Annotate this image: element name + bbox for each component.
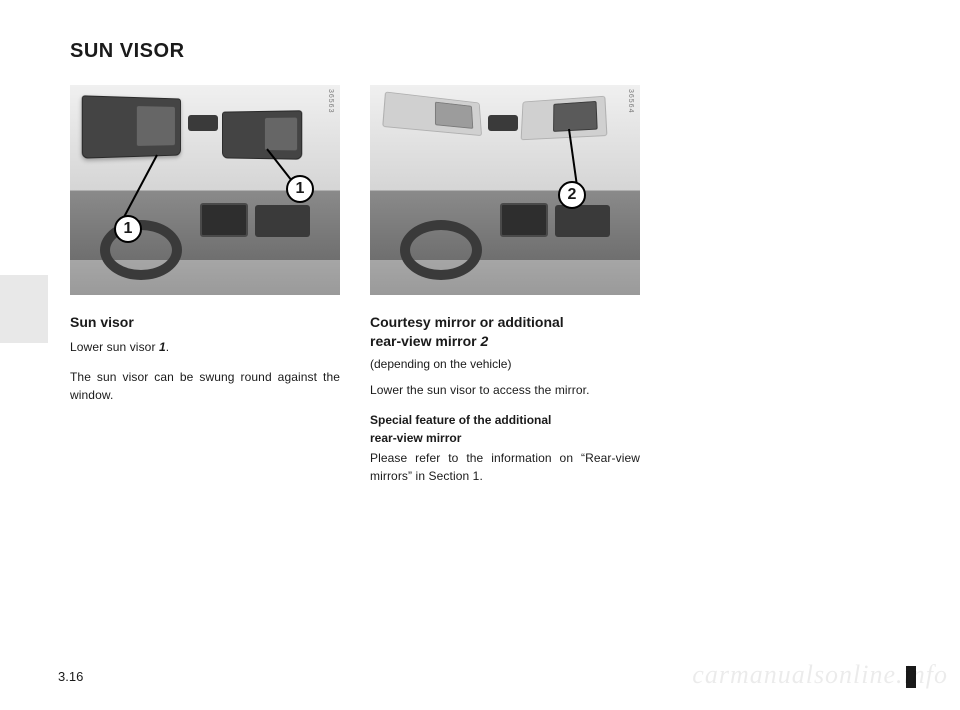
paragraph: Lower sun visor 1. bbox=[70, 338, 340, 356]
rear-view-mirror bbox=[188, 115, 218, 131]
page-number: 3.16 bbox=[58, 669, 83, 684]
column-right bbox=[670, 85, 912, 485]
sun-visor-right-up bbox=[521, 96, 608, 141]
image-id: 36563 bbox=[327, 89, 334, 113]
rear-view-mirror bbox=[488, 115, 518, 131]
page-title: SUN VISOR bbox=[70, 40, 912, 63]
paragraph: Please refer to the information on “Rear… bbox=[370, 449, 640, 485]
visor-mirror-panel bbox=[265, 118, 297, 151]
text: Lower sun visor bbox=[70, 340, 159, 354]
callout-label: 1 bbox=[124, 220, 133, 238]
paragraph: The sun visor can be swung round against… bbox=[70, 368, 340, 404]
watermark: carmanualsonline.info bbox=[692, 660, 948, 690]
figure-sun-visor: 1 1 36563 bbox=[70, 85, 340, 295]
heading-line: Courtesy mirror or additional bbox=[370, 314, 564, 330]
callout-ref: 1 bbox=[159, 340, 166, 354]
bold-heading: rear-view mirror bbox=[370, 429, 640, 447]
callout-1: 1 bbox=[286, 175, 314, 203]
callout-label: 2 bbox=[568, 186, 577, 204]
air-vents bbox=[255, 205, 310, 237]
air-vents bbox=[555, 205, 610, 237]
page: SUN VISOR 1 1 bbox=[0, 0, 960, 710]
interior-illustration: 2 bbox=[370, 85, 640, 295]
visor-label-patch bbox=[435, 102, 473, 129]
interior-illustration: 1 1 bbox=[70, 85, 340, 295]
callout-label: 1 bbox=[296, 180, 305, 198]
courtesy-mirror bbox=[553, 101, 598, 132]
visor-mirror-panel bbox=[137, 106, 175, 146]
column-middle: 2 36564 Courtesy mirror or additional re… bbox=[370, 85, 640, 485]
text: . bbox=[166, 340, 169, 354]
heading-line: rear-view mirror bbox=[370, 333, 481, 349]
callout-ref: 2 bbox=[481, 333, 489, 349]
figure-courtesy-mirror: 2 36564 bbox=[370, 85, 640, 295]
callout-2: 2 bbox=[558, 181, 586, 209]
section-heading: Sun visor bbox=[70, 313, 340, 332]
center-display bbox=[200, 203, 248, 237]
steering-wheel bbox=[400, 220, 482, 280]
image-id: 36564 bbox=[627, 89, 634, 113]
content-columns: 1 1 36563 Sun visor Lower sun visor 1. T… bbox=[70, 85, 912, 485]
sub-note: (depending on the vehicle) bbox=[370, 357, 640, 371]
sun-visor-right bbox=[222, 110, 302, 159]
paragraph: Lower the sun visor to access the mirror… bbox=[370, 381, 640, 399]
sun-visor-left bbox=[82, 95, 181, 158]
center-display bbox=[500, 203, 548, 237]
callout-1: 1 bbox=[114, 215, 142, 243]
bold-heading: Special feature of the additional bbox=[370, 411, 640, 429]
column-left: 1 1 36563 Sun visor Lower sun visor 1. T… bbox=[70, 85, 340, 485]
section-heading: Courtesy mirror or additional rear-view … bbox=[370, 313, 640, 351]
